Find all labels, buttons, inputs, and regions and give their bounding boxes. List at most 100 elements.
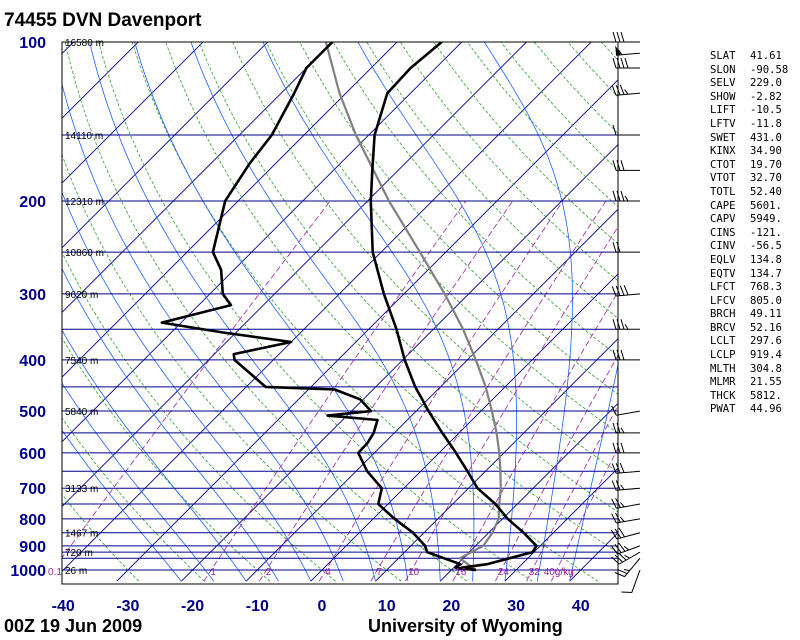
index-name: SLAT bbox=[710, 50, 736, 62]
moist-adiabat-line bbox=[262, 42, 475, 582]
wind-barb bbox=[611, 84, 641, 96]
index-row-brch: BRCH 49.11 bbox=[710, 308, 788, 322]
pressure-label: 200 bbox=[19, 194, 46, 211]
mixing-ratio-line bbox=[370, 200, 607, 582]
profiles bbox=[160, 42, 538, 572]
index-row-kinx: KINX 34.90 bbox=[710, 145, 788, 159]
height-label: 3133 m bbox=[65, 484, 98, 495]
plot-frame bbox=[61, 41, 619, 585]
wind-barb bbox=[612, 349, 640, 361]
pressure-label: 100 bbox=[19, 35, 46, 52]
mixing-ratio-line bbox=[62, 200, 331, 559]
index-name: LCLP bbox=[710, 349, 736, 362]
mixing-ratio-labels: 0.1 1 2 4 7 10 16 24 32 40g/kg bbox=[48, 567, 574, 578]
index-row-vtot: VTOT 32.70 bbox=[710, 172, 788, 186]
index-name: LCLT bbox=[710, 335, 736, 348]
index-row-mlmr: MLMR 21.55 bbox=[710, 376, 788, 390]
dry-adiabats bbox=[62, 42, 618, 582]
wind-barb bbox=[612, 422, 640, 434]
index-name: VTOT bbox=[710, 172, 736, 185]
isotherm-line bbox=[62, 42, 334, 314]
temperature-tick-label: 40 bbox=[572, 598, 590, 615]
index-value: -56.5 bbox=[750, 240, 782, 253]
isotherm-line bbox=[62, 42, 204, 184]
wind-barb bbox=[611, 480, 641, 491]
index-name: MLMR bbox=[710, 376, 736, 389]
wind-barb bbox=[612, 319, 640, 330]
index-value: 304.8 bbox=[750, 362, 782, 375]
wind-barb bbox=[615, 45, 641, 56]
index-row-mlth: MLTH 304.8 bbox=[710, 363, 788, 377]
index-row-slat: SLAT 41.61 bbox=[710, 50, 788, 64]
index-name: BRCV bbox=[710, 321, 736, 334]
index-value: 919.4 bbox=[750, 349, 782, 362]
wind-barb bbox=[612, 442, 640, 454]
wind-barb bbox=[612, 31, 640, 43]
height-label: 720 m bbox=[65, 548, 93, 559]
index-name: CTOT bbox=[710, 158, 736, 171]
pressure-label: 900 bbox=[19, 539, 46, 556]
mixing-ratio-label: 16 bbox=[455, 567, 467, 578]
moist-adiabat-line bbox=[483, 42, 573, 582]
index-name: BRCH bbox=[710, 308, 736, 321]
index-value: 41.61 bbox=[750, 50, 782, 62]
pressure-label: 300 bbox=[19, 287, 46, 304]
index-value: 44.96 bbox=[750, 403, 782, 416]
pressure-label: 700 bbox=[19, 481, 46, 498]
index-name: SHOW bbox=[710, 90, 736, 103]
dry-adiabat-line bbox=[62, 337, 271, 582]
index-name: SELV bbox=[710, 77, 736, 90]
wind-barb bbox=[611, 551, 641, 565]
index-value: -2.82 bbox=[750, 90, 782, 103]
index-row-cins: CINS -121. bbox=[710, 227, 788, 241]
index-name: TOTL bbox=[710, 185, 736, 198]
moist-adiabat-line bbox=[62, 82, 344, 582]
index-value: 21.55 bbox=[750, 376, 782, 389]
temperature-tick-label: -10 bbox=[246, 598, 269, 615]
index-name: KINX bbox=[710, 145, 736, 158]
index-value: 5601. bbox=[750, 199, 782, 212]
mixing-ratio-label: 24 bbox=[498, 567, 510, 578]
temperature-tick-label: -20 bbox=[181, 598, 204, 615]
index-value: 229.0 bbox=[750, 77, 782, 90]
moist-adiabat-line bbox=[62, 329, 247, 582]
index-value: 297.6 bbox=[750, 335, 782, 348]
index-value: -121. bbox=[750, 226, 782, 239]
height-label: 14110 m bbox=[65, 131, 103, 142]
index-row-lfct: LFCT 768.3 bbox=[710, 281, 788, 295]
isotherm-line bbox=[62, 42, 139, 119]
index-row-lfcv: LFCV 805.0 bbox=[710, 295, 788, 309]
index-row-show: SHOW -2.82 bbox=[710, 91, 788, 105]
index-row-totl: TOTL 52.40 bbox=[710, 186, 788, 200]
index-row-eqtv: EQTV 134.7 bbox=[710, 268, 788, 282]
dry-adiabat-line bbox=[62, 251, 336, 582]
index-name: MLTH bbox=[710, 362, 736, 375]
isotherm-line bbox=[62, 42, 528, 508]
index-row-lift: LIFT -10.5 bbox=[710, 104, 788, 118]
height-label: 26 m bbox=[65, 566, 87, 577]
mixing-ratio-label: 4 bbox=[325, 567, 331, 578]
mixing-ratio-line bbox=[526, 404, 618, 582]
pressure-label: 1000 bbox=[10, 563, 46, 580]
isotherm-line bbox=[310, 273, 618, 582]
index-row-capv: CAPV 5949. bbox=[710, 213, 788, 227]
index-row-lclt: LCLT 297.6 bbox=[710, 335, 788, 349]
observation-time: 00Z 19 Jun 2009 bbox=[4, 616, 143, 636]
index-name: CINV bbox=[710, 240, 736, 253]
wind-barb bbox=[611, 405, 641, 416]
moist-adiabat-line bbox=[357, 42, 517, 582]
pressure-axis-labels: 100 200 300 400 500 600 700 800 900 1000 bbox=[10, 35, 46, 580]
index-value: -11.8 bbox=[750, 117, 782, 130]
isotherm-line bbox=[439, 402, 618, 582]
index-row-ctot: CTOT 19.70 bbox=[710, 159, 788, 173]
mixing-ratio-line bbox=[258, 200, 514, 582]
index-row-selv: SELV 229.0 bbox=[710, 77, 788, 91]
wind-barb bbox=[612, 241, 640, 253]
chart-title: 74455 DVN Davenport bbox=[4, 10, 202, 31]
mixing-ratio-label: 1 bbox=[210, 567, 216, 578]
height-label: 9620 m bbox=[65, 290, 98, 301]
index-row-brcv: BRCV 52.16 bbox=[710, 322, 788, 336]
mixing-ratio-line bbox=[203, 200, 467, 582]
index-name: THCK bbox=[710, 389, 736, 402]
